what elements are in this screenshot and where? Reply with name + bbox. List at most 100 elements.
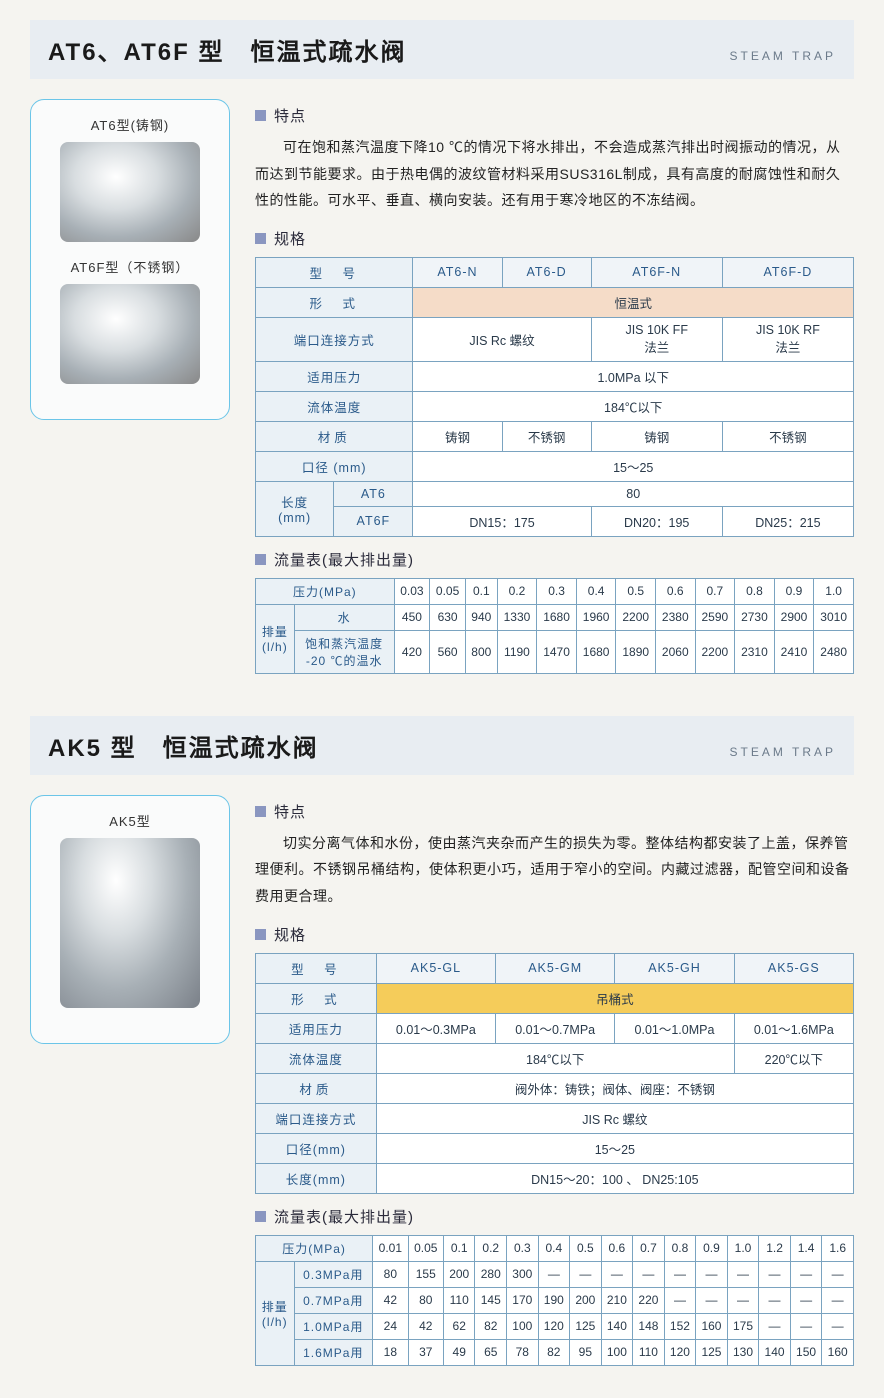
flow-cell: 150 — [790, 1339, 822, 1365]
flow-cell: — — [759, 1313, 791, 1339]
flow-row-label: 1.6MPa用 — [294, 1339, 373, 1365]
flow-pressure-cell: 1.6 — [822, 1235, 854, 1261]
flow-cell: 2900 — [774, 604, 814, 630]
flow-cell: 2060 — [655, 630, 695, 673]
flow-pressure-label: 压力(MPa) — [256, 578, 395, 604]
flow-cell: 65 — [475, 1339, 507, 1365]
product2-img1 — [60, 838, 200, 1008]
spec-cell: 不锈钢 — [722, 421, 853, 451]
flow-cell: 2200 — [616, 604, 656, 630]
spec-cell: AK5-GS — [734, 953, 853, 983]
flow-pressure-cell: 0.2 — [497, 578, 537, 604]
bullet-icon — [255, 554, 266, 565]
flow-cell: 78 — [507, 1339, 539, 1365]
flow-pressure-cell: 0.4 — [538, 1235, 570, 1261]
flow-pressure-cell: 0.3 — [507, 1235, 539, 1261]
flow-cell: 152 — [664, 1313, 696, 1339]
flow-cell: 2730 — [735, 604, 775, 630]
spec-cell: 铸钢 — [413, 421, 502, 451]
flow-pressure-cell: 0.1 — [465, 578, 497, 604]
product2-features-heading: 特点 — [255, 801, 854, 822]
spec-cell: 铸钢 — [591, 421, 722, 451]
spec-label: 材质 — [256, 421, 413, 451]
flow-cell: 18 — [373, 1339, 408, 1365]
flow-cell: — — [790, 1261, 822, 1287]
flow-cell: 148 — [633, 1313, 665, 1339]
flow-cell: 170 — [507, 1287, 539, 1313]
product2-spec-table: 型 号 AK5-GL AK5-GM AK5-GH AK5-GS 形 式 吊桶式 … — [255, 953, 854, 1194]
flow-cell: 82 — [475, 1313, 507, 1339]
spec-label: 材质 — [256, 1073, 377, 1103]
flow-pressure-cell: 0.4 — [576, 578, 616, 604]
flow-row-label: 0.7MPa用 — [294, 1287, 373, 1313]
flow-pressure-cell: 0.2 — [475, 1235, 507, 1261]
flow-cell: 200 — [443, 1261, 475, 1287]
flow-cell: 2310 — [735, 630, 775, 673]
spec-cell: JIS Rc 螺纹 — [376, 1103, 853, 1133]
flow-cell: — — [633, 1261, 665, 1287]
flow-row-label: 水 — [294, 604, 394, 630]
product1-subtitle: STEAM TRAP — [730, 49, 836, 63]
flow-cell: 130 — [727, 1339, 759, 1365]
spec-label: 口径(mm) — [256, 1133, 377, 1163]
product1-img1 — [60, 142, 200, 242]
spec-cell: DN25：215 — [722, 506, 853, 536]
spec-cell: 恒温式 — [413, 287, 854, 317]
flow-cell: 37 — [408, 1339, 443, 1365]
flow-pressure-cell: 0.7 — [695, 578, 735, 604]
flow-cell: — — [727, 1261, 759, 1287]
flow-group-label: 排量 (l/h) — [256, 1261, 295, 1365]
spec-label: 流体温度 — [256, 1043, 377, 1073]
flow-cell: 630 — [430, 604, 466, 630]
flow-cell: — — [570, 1261, 602, 1287]
flow-pressure-cell: 1.0 — [814, 578, 854, 604]
spec-cell: 184℃以下 — [376, 1043, 734, 1073]
spec-cell: 184℃以下 — [413, 391, 854, 421]
flow-pressure-cell: 0.8 — [664, 1235, 696, 1261]
flow-cell: — — [822, 1261, 854, 1287]
spec-label: 形 式 — [256, 287, 413, 317]
flow-cell: 145 — [475, 1287, 507, 1313]
product1-title-bar: AT6、AT6F 型 恒温式疏水阀 STEAM TRAP — [30, 20, 854, 79]
product1-flow-table: 压力(MPa)0.030.050.10.20.30.40.50.60.70.80… — [255, 578, 854, 674]
flow-cell: 155 — [408, 1261, 443, 1287]
product1-spec-heading: 规格 — [255, 228, 854, 249]
bullet-icon — [255, 1211, 266, 1222]
flow-row-label: 0.3MPa用 — [294, 1261, 373, 1287]
bullet-icon — [255, 806, 266, 817]
spec-cell: 阀外体：铸铁；阀体、阀座：不锈钢 — [376, 1073, 853, 1103]
product1-photo-box: AT6型(铸钢) AT6F型（不锈钢） — [30, 99, 230, 420]
flow-cell: 80 — [373, 1261, 408, 1287]
flow-cell: 110 — [633, 1339, 665, 1365]
flow-cell: — — [759, 1287, 791, 1313]
spec-cell: AT6F-D — [722, 257, 853, 287]
flow-pressure-label: 压力(MPa) — [256, 1235, 373, 1261]
product1-img2-label: AT6F型（不锈钢） — [41, 257, 219, 276]
spec-cell: DN20：195 — [591, 506, 722, 536]
spec-label: 长度(mm) — [256, 1163, 377, 1193]
flow-cell: 100 — [507, 1313, 539, 1339]
spec-cell: JIS 10K FF 法兰 — [591, 317, 722, 361]
flow-pressure-cell: 0.5 — [570, 1235, 602, 1261]
flow-cell: 80 — [408, 1287, 443, 1313]
flow-cell: — — [727, 1287, 759, 1313]
spec-label: 口径 (mm) — [256, 451, 413, 481]
bullet-icon — [255, 929, 266, 940]
flow-cell: — — [790, 1287, 822, 1313]
flow-cell: 210 — [601, 1287, 633, 1313]
product2-img1-label: AK5型 — [41, 811, 219, 830]
flow-cell: 1680 — [576, 630, 616, 673]
flow-pressure-cell: 0.9 — [696, 1235, 728, 1261]
spec-cell: AT6F-N — [591, 257, 722, 287]
bullet-icon — [255, 233, 266, 244]
flow-pressure-cell: 0.01 — [373, 1235, 408, 1261]
flow-cell: — — [790, 1313, 822, 1339]
flow-group-label: 排量 (l/h) — [256, 604, 295, 673]
flow-cell: 2590 — [695, 604, 735, 630]
flow-row-label: 1.0MPa用 — [294, 1313, 373, 1339]
product1-features-heading: 特点 — [255, 105, 854, 126]
spec-cell: 15～25 — [413, 451, 854, 481]
product2-flow-table: 压力(MPa)0.010.050.10.20.30.40.50.60.70.80… — [255, 1235, 854, 1366]
flow-cell: 800 — [465, 630, 497, 673]
flow-cell: 42 — [408, 1313, 443, 1339]
